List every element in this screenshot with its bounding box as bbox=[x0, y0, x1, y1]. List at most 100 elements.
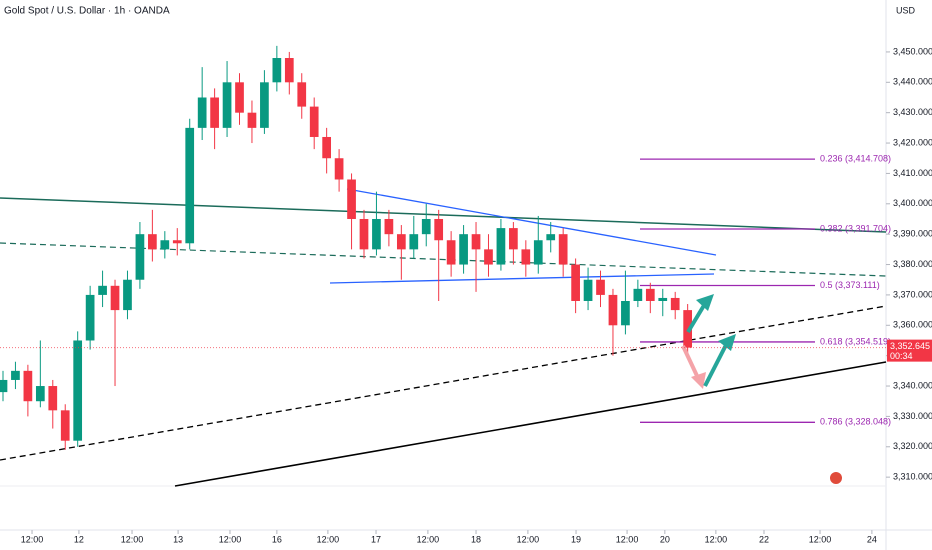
candle-body bbox=[546, 234, 556, 241]
candle-body bbox=[210, 97, 219, 128]
x-tick-label: 12:00 bbox=[317, 534, 340, 544]
x-tick-label: 20 bbox=[660, 534, 670, 544]
y-tick-label: 3,390.000 bbox=[893, 229, 932, 239]
fib-label: 0.786 (3,328.048) bbox=[820, 417, 891, 427]
arrow-head bbox=[691, 372, 706, 389]
candle-body bbox=[670, 297, 680, 311]
countdown: 00:34 bbox=[890, 351, 913, 361]
arrow bbox=[686, 300, 708, 334]
x-tick-label: 12:00 bbox=[219, 534, 242, 544]
candle-body bbox=[421, 218, 431, 235]
candle-body bbox=[172, 240, 182, 244]
candle-body bbox=[235, 82, 244, 113]
y-unit: USD bbox=[896, 5, 916, 15]
candle-body bbox=[509, 228, 518, 250]
candle-body bbox=[110, 285, 120, 311]
candle-body bbox=[645, 288, 655, 301]
x-tick-label: 18 bbox=[471, 534, 481, 544]
candle-body bbox=[484, 249, 493, 265]
x-tick-label: 12:00 bbox=[21, 534, 44, 544]
x-tick-label: 12:00 bbox=[705, 534, 728, 544]
candle-body bbox=[322, 136, 332, 159]
candle-body bbox=[608, 294, 618, 326]
candle-body bbox=[60, 410, 70, 441]
candle-body bbox=[73, 340, 83, 441]
candle-body bbox=[260, 82, 269, 128]
x-tick-label: 24 bbox=[867, 534, 877, 544]
arrow-head bbox=[696, 294, 714, 311]
x-tick-label: 12:00 bbox=[616, 534, 639, 544]
candle-body bbox=[658, 297, 668, 301]
candle-body bbox=[496, 228, 506, 265]
candle-body bbox=[197, 97, 207, 128]
candle-body bbox=[222, 82, 232, 128]
candle-body bbox=[160, 240, 170, 250]
y-tick-label: 3,370.000 bbox=[893, 289, 932, 299]
candle-body bbox=[372, 218, 381, 250]
fib-label: 0.618 (3,354.519) bbox=[820, 336, 891, 346]
candle-body bbox=[247, 112, 257, 128]
trendline bbox=[0, 197, 887, 233]
candle-body bbox=[558, 234, 568, 265]
x-tick-label: 22 bbox=[759, 534, 769, 544]
y-tick-label: 3,310.000 bbox=[893, 472, 932, 482]
candle-body bbox=[459, 234, 468, 265]
x-tick-label: 17 bbox=[371, 534, 381, 544]
candle-body bbox=[409, 234, 419, 250]
candle-body bbox=[48, 386, 58, 411]
arrow bbox=[703, 342, 729, 387]
arrow bbox=[681, 345, 700, 379]
candles bbox=[0, 45, 693, 450]
x-tick-label: 13 bbox=[173, 534, 183, 544]
y-tick-label: 3,410.000 bbox=[893, 168, 932, 178]
x-tick-label: 12:00 bbox=[121, 534, 144, 544]
candle-body bbox=[633, 288, 643, 301]
candle-body bbox=[309, 106, 319, 137]
fib-label: 0.236 (3,414.708) bbox=[820, 154, 891, 164]
candle-body bbox=[272, 58, 282, 83]
y-tick-label: 3,320.000 bbox=[893, 441, 932, 451]
candle-body bbox=[185, 127, 195, 244]
candle-body bbox=[148, 234, 157, 250]
candle-body bbox=[11, 370, 20, 380]
candle-body bbox=[434, 218, 444, 241]
y-tick-label: 3,440.000 bbox=[893, 77, 932, 87]
trendline bbox=[346, 188, 717, 256]
last-price-label: 3,352.645 bbox=[890, 341, 930, 351]
fib-label: 0.382 (3,391.704) bbox=[820, 223, 891, 233]
arrow-head bbox=[718, 334, 736, 351]
x-tick-label: 12:00 bbox=[517, 534, 540, 544]
fib-label: 0.5 (3,373.111) bbox=[820, 280, 880, 290]
y-tick-label: 3,380.000 bbox=[893, 259, 932, 269]
y-tick-label: 3,400.000 bbox=[893, 198, 932, 208]
projection-arrows bbox=[681, 294, 736, 389]
candle-body bbox=[521, 249, 531, 265]
candle-body bbox=[123, 279, 132, 311]
y-tick-label: 3,360.000 bbox=[893, 320, 932, 330]
candle-body bbox=[571, 264, 580, 301]
last-price-box bbox=[887, 339, 932, 362]
candle-body bbox=[533, 240, 543, 265]
candle-body bbox=[446, 240, 456, 265]
x-tick-label: 12 bbox=[74, 534, 84, 544]
candle-body bbox=[284, 58, 294, 83]
candle-body bbox=[347, 179, 356, 219]
candle-body bbox=[135, 234, 145, 280]
x-tick-label: 19 bbox=[571, 534, 581, 544]
trendline bbox=[174, 361, 887, 487]
candle-body bbox=[334, 158, 344, 180]
event-icon[interactable] bbox=[830, 472, 842, 484]
candle-body bbox=[621, 300, 630, 326]
candle-body bbox=[0, 379, 8, 393]
candle-body bbox=[396, 234, 406, 250]
trendline bbox=[0, 242, 887, 277]
trendline bbox=[329, 273, 715, 284]
y-tick-label: 3,340.000 bbox=[893, 380, 932, 390]
candle-body bbox=[297, 82, 307, 107]
candle-body bbox=[596, 279, 605, 295]
candle-body bbox=[85, 294, 95, 341]
y-tick-label: 3,420.000 bbox=[893, 137, 932, 147]
fib-levels: 0.236 (3,414.708) 0.382 (3,391.704) 0.5 (3… bbox=[640, 154, 891, 427]
